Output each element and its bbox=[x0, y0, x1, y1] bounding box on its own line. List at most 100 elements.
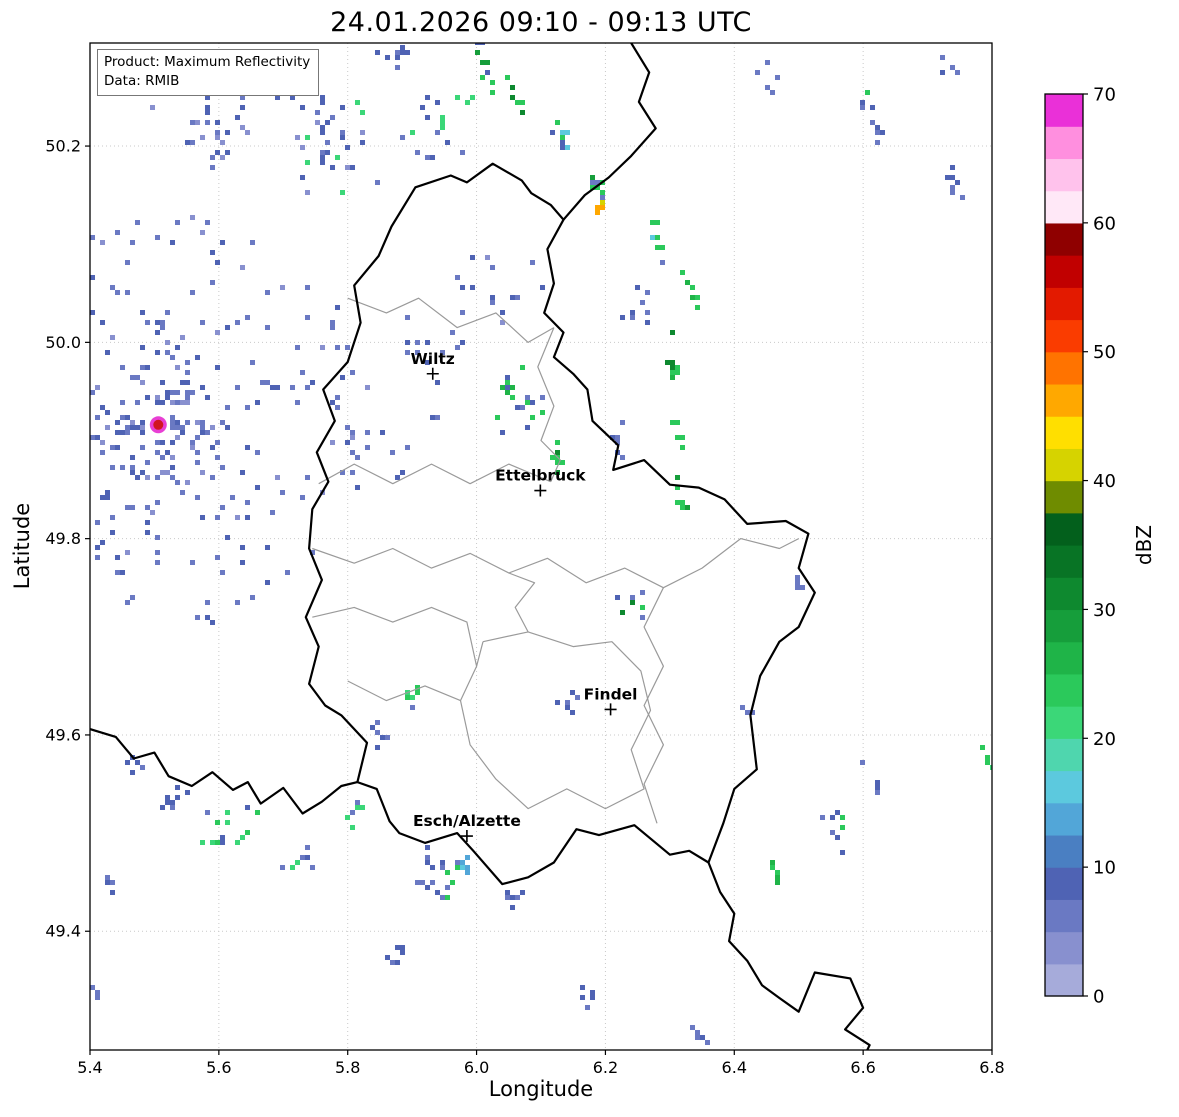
x-tick-label: 6.2 bbox=[593, 1058, 618, 1077]
y-tick-label: 49.6 bbox=[45, 725, 81, 744]
colorbar: 0 10 20 30 40 50 60 70 dBZ bbox=[1044, 85, 1156, 1008]
canton-border bbox=[508, 572, 536, 633]
colorbar-segment bbox=[1045, 416, 1083, 449]
echo-pixels-level-12 bbox=[510, 85, 675, 615]
city-label: Wiltz bbox=[411, 350, 455, 368]
colorbar-segment bbox=[1045, 190, 1083, 224]
x-tick-label: 5.6 bbox=[206, 1058, 231, 1077]
y-tick-label: 49.4 bbox=[45, 922, 81, 941]
colorbar-tick-label: 30 bbox=[1093, 600, 1116, 621]
y-tick-label: 49.8 bbox=[45, 529, 81, 548]
colorbar-tick-label: 70 bbox=[1093, 85, 1116, 106]
x-tick-label: 6.0 bbox=[464, 1058, 489, 1077]
colorbar-segment bbox=[1045, 609, 1083, 643]
canton-border bbox=[318, 463, 551, 485]
colorbar-segment bbox=[1045, 545, 1083, 578]
figure-title: 24.01.2026 09:10 - 09:13 UTC bbox=[330, 7, 752, 38]
colorbar-segment bbox=[1045, 255, 1083, 288]
echo-pixels-level-16 bbox=[600, 200, 605, 205]
colorbar-tick-label: 10 bbox=[1093, 858, 1116, 879]
colorbar-tick-label: 40 bbox=[1093, 471, 1116, 492]
echo-pixels-level-2 bbox=[90, 50, 965, 1045]
colorbar-segment bbox=[1045, 899, 1083, 933]
x-tick-label: 5.8 bbox=[335, 1058, 360, 1077]
annotation-box: Product: Maximum Reflectivity Data: RMIB bbox=[97, 49, 320, 96]
echo-layer bbox=[90, 43, 992, 1045]
canton-border bbox=[347, 297, 555, 343]
colorbar-frame bbox=[1044, 93, 1084, 997]
echo-pixels-level-1 bbox=[95, 75, 505, 555]
belgium-germany-border bbox=[562, 43, 657, 221]
colorbar-segment bbox=[1045, 577, 1083, 611]
colorbar-segment bbox=[1045, 287, 1083, 321]
country-borders-layer bbox=[90, 43, 871, 1050]
colorbar-segment bbox=[1045, 641, 1083, 675]
echo-pixels-level-5 bbox=[460, 855, 470, 875]
colorbar-segment bbox=[1045, 963, 1083, 997]
colorbar-tick-label: 50 bbox=[1093, 342, 1116, 363]
colorbar-tick-label: 60 bbox=[1093, 213, 1116, 234]
city-label: Findel bbox=[584, 685, 638, 703]
colorbar-segment bbox=[1045, 126, 1083, 160]
city-plus-marker bbox=[534, 484, 547, 497]
colorbar-segment bbox=[1045, 706, 1083, 739]
colorbar-tick-label: 0 bbox=[1093, 987, 1104, 1008]
colorbar-segment bbox=[1045, 222, 1083, 256]
luxembourg-border bbox=[304, 162, 816, 886]
x-tick-label: 5.4 bbox=[77, 1058, 102, 1077]
radar-site-dot bbox=[153, 419, 164, 430]
echo-pixels-level-6 bbox=[460, 130, 660, 870]
y-tick-label: 50.2 bbox=[45, 137, 81, 156]
axis-ticks-layer bbox=[85, 145, 993, 1055]
colorbar-segment bbox=[1045, 673, 1083, 707]
echo-pixels-level-18 bbox=[595, 205, 605, 215]
colorbar-tick-label: 20 bbox=[1093, 729, 1116, 750]
echo-pixels-level-3 bbox=[90, 43, 960, 1040]
colorbar-segment bbox=[1045, 319, 1083, 353]
city-label: Ettelbruck bbox=[495, 467, 586, 485]
x-tick-label: 6.4 bbox=[722, 1058, 747, 1077]
colorbar-segment bbox=[1045, 931, 1083, 965]
y-axis-label: Latitude bbox=[10, 502, 34, 590]
echo-pixels-level-11 bbox=[475, 50, 690, 510]
colorbar-segment bbox=[1045, 738, 1083, 772]
canton-border bbox=[312, 538, 799, 589]
echo-pixels-level-10 bbox=[500, 280, 780, 885]
colorbar-segment bbox=[1045, 94, 1083, 127]
city-plus-marker bbox=[604, 703, 617, 716]
canton-border bbox=[643, 587, 664, 824]
colorbar-segment bbox=[1045, 448, 1083, 482]
canton-border bbox=[347, 680, 461, 702]
axis-tick-labels-layer: 5.4 5.6 5.8 6.0 6.2 6.4 6.6 6.8 49.4 49.6 49.8 50.0… bbox=[45, 137, 1004, 1077]
canton-border bbox=[537, 327, 561, 482]
colorbar-segment bbox=[1045, 867, 1083, 900]
france-belgium-border bbox=[90, 728, 358, 815]
colorbar-segment bbox=[1045, 158, 1083, 192]
colorbar-label: dBZ bbox=[1132, 525, 1156, 565]
map-layer: Wiltz Ettelbruck Findel Esch/Alzette bbox=[90, 43, 992, 1050]
y-tick-label: 50.0 bbox=[45, 333, 81, 352]
colorbar-segment bbox=[1045, 351, 1083, 385]
canton-border bbox=[459, 631, 652, 810]
canton-border bbox=[312, 606, 478, 667]
colorbar-segment bbox=[1045, 802, 1083, 836]
annotation-source: Data: RMIB bbox=[104, 72, 180, 89]
canton-borders-layer bbox=[312, 297, 799, 824]
x-tick-label: 6.8 bbox=[979, 1058, 1004, 1077]
plot-frame bbox=[89, 42, 993, 1051]
city-plus-marker bbox=[426, 367, 439, 380]
x-axis-label: Longitude bbox=[488, 1077, 594, 1101]
colorbar-segment bbox=[1045, 770, 1083, 804]
echo-pixels-level-9 bbox=[215, 60, 990, 900]
colorbar-segment bbox=[1045, 834, 1083, 868]
city-markers-layer: Wiltz Ettelbruck Findel Esch/Alzette bbox=[411, 350, 638, 843]
colorbar-segment bbox=[1045, 480, 1083, 514]
city-plus-marker bbox=[460, 830, 473, 843]
x-tick-label: 6.6 bbox=[850, 1058, 875, 1077]
city-label: Esch/Alzette bbox=[413, 812, 521, 830]
radar-site-marker bbox=[149, 416, 167, 434]
annotation-product: Product: Maximum Reflectivity bbox=[104, 54, 311, 70]
colorbar-segment bbox=[1045, 512, 1083, 546]
